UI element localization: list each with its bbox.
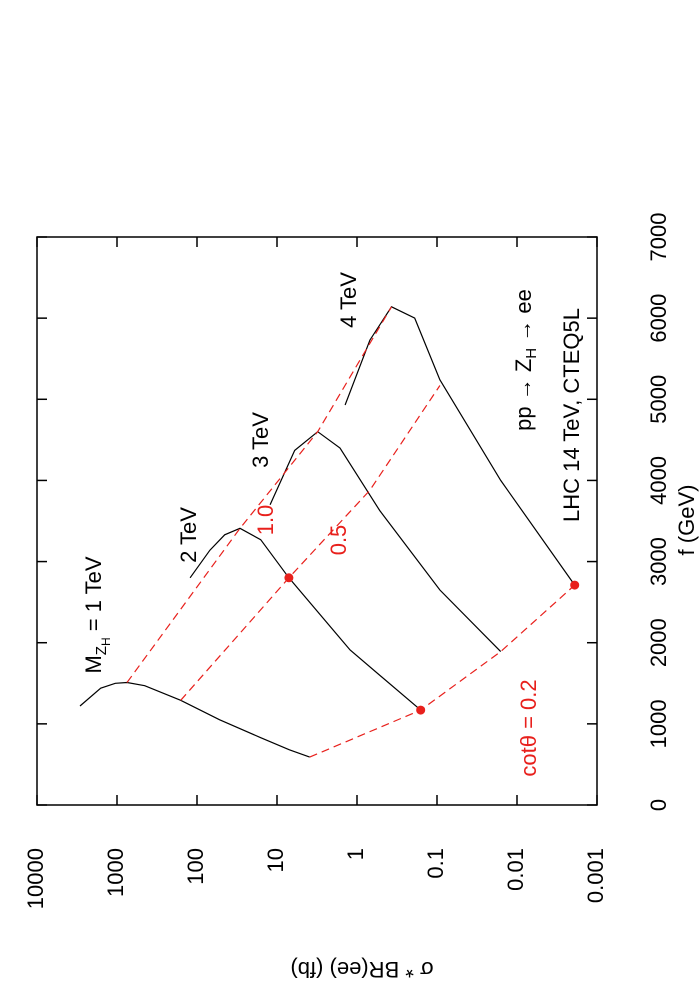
x-tick-label: 2000 [646,618,671,667]
dashed-curve [126,306,393,683]
annotation-part: pp → Z [511,359,536,431]
annotation: cotθ = 0.2 [516,679,541,776]
point [570,580,580,590]
x-tick-label: 6000 [646,294,671,343]
dashed-curve [309,584,576,758]
annotation-part: Z [93,646,110,655]
curve [344,306,576,586]
x-tick-label: 5000 [646,375,671,424]
y-axis-label: σ * BR(ee) (fb) [290,957,433,982]
x-tick-label: 1000 [646,699,671,748]
annotation-part: → ee [511,289,536,348]
y-tick-label: 10000 [23,848,48,909]
point [284,573,294,583]
annotation: 3 TeV [248,412,273,468]
y-tick-label: 1000 [103,848,128,897]
y-tick-label: 0.01 [503,848,528,891]
y-tick-label: 0.1 [423,848,448,879]
annotation: 2 TeV [176,507,201,563]
x-tick-label: 4000 [646,456,671,505]
y-tick-label: 0.001 [583,848,608,903]
x-tick-label: 3000 [646,537,671,586]
plot-frame [36,236,598,806]
y-tick-label: 10 [263,848,288,872]
point [416,705,426,715]
annotation: 0.5 [326,525,351,556]
annotation: pp → ZH → ee [511,289,540,431]
curve [189,527,422,711]
x-tick-label: 0 [646,799,671,811]
y-tick-label: 1 [343,848,368,860]
annotation-part: = 1 TeV [81,556,106,637]
curve [79,681,310,758]
x-axis-label: f (GeV) [674,485,699,556]
annotation: 1.0 [253,505,278,536]
annotation-part: M [81,655,106,673]
curve [269,430,502,653]
annotation: LHC 14 TeV, CTEQ5L [559,308,584,522]
y-tick-label: 100 [183,848,208,885]
annotation-part: H [99,637,113,646]
dashed-curve [180,385,441,701]
annotation: 4 TeV [336,272,361,328]
annotation-part: H [523,348,540,359]
x-tick-label: 7000 [646,213,671,262]
annotation: MZH = 1 TeV [81,556,113,673]
